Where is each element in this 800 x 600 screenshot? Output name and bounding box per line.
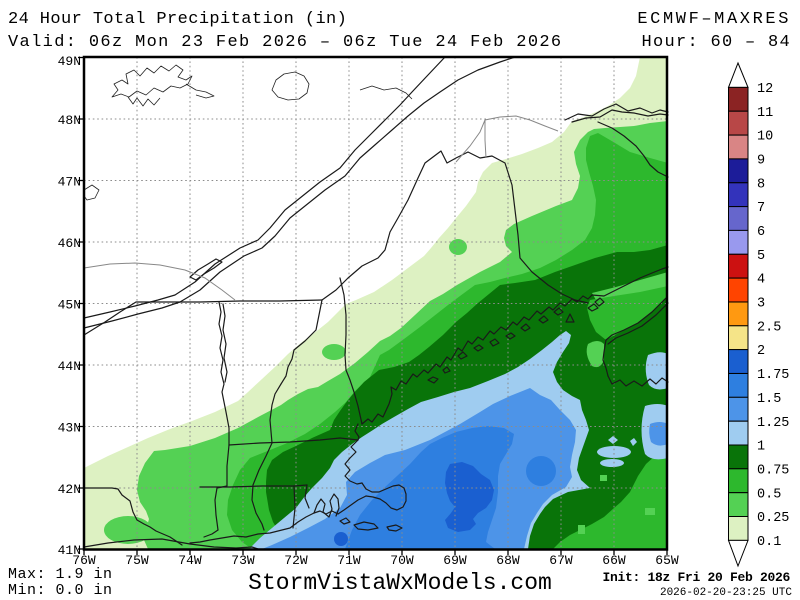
svg-text:12: 12 xyxy=(757,82,773,97)
svg-text:43N: 43N xyxy=(58,421,81,436)
svg-text:45N: 45N xyxy=(58,298,81,313)
svg-text:2.5: 2.5 xyxy=(757,320,781,335)
svg-text:7: 7 xyxy=(757,201,765,216)
svg-text:4: 4 xyxy=(757,273,765,288)
svg-text:41N: 41N xyxy=(58,543,81,558)
svg-text:24 Hour Total Precipitation (i: 24 Hour Total Precipitation (in) xyxy=(8,10,347,29)
svg-text:65W: 65W xyxy=(655,553,679,568)
svg-text:76W: 76W xyxy=(72,553,96,568)
svg-text:11: 11 xyxy=(757,106,773,121)
svg-text:8: 8 xyxy=(757,177,765,192)
svg-text:StormVistaWxModels.com: StormVistaWxModels.com xyxy=(248,570,552,596)
svg-text:46N: 46N xyxy=(58,236,81,251)
svg-text:47N: 47N xyxy=(58,175,81,190)
svg-text:68W: 68W xyxy=(496,553,520,568)
svg-text:73W: 73W xyxy=(231,553,255,568)
svg-text:2: 2 xyxy=(757,344,765,359)
svg-text:Valid: 06z Mon 23 Feb 2026 – 0: Valid: 06z Mon 23 Feb 2026 – 06z Tue 24 … xyxy=(8,33,562,52)
svg-text:75W: 75W xyxy=(125,553,149,568)
svg-text:66W: 66W xyxy=(602,553,626,568)
svg-text:44N: 44N xyxy=(58,359,81,374)
svg-text:0.5: 0.5 xyxy=(757,487,781,502)
svg-text:Max: 1.9 in: Max: 1.9 in xyxy=(8,566,113,583)
svg-text:72W: 72W xyxy=(284,553,308,568)
svg-text:74W: 74W xyxy=(178,553,202,568)
svg-text:67W: 67W xyxy=(549,553,573,568)
svg-text:0.75: 0.75 xyxy=(757,463,789,478)
svg-text:Init: 18z Fri 20 Feb 2026: Init: 18z Fri 20 Feb 2026 xyxy=(602,570,790,585)
svg-text:0.25: 0.25 xyxy=(757,511,789,526)
svg-text:42N: 42N xyxy=(58,482,81,497)
svg-text:1.75: 1.75 xyxy=(757,368,789,383)
svg-text:70W: 70W xyxy=(390,553,414,568)
svg-text:Hour: 60 – 84: Hour: 60 – 84 xyxy=(641,33,791,52)
svg-text:48N: 48N xyxy=(58,113,81,128)
svg-text:6: 6 xyxy=(757,225,765,240)
svg-text:1: 1 xyxy=(757,440,765,455)
svg-text:2026-02-20-23:25 UTC: 2026-02-20-23:25 UTC xyxy=(660,587,792,599)
svg-text:ECMWF–MAXRES: ECMWF–MAXRES xyxy=(637,10,791,29)
svg-text:10: 10 xyxy=(757,130,773,145)
svg-text:69W: 69W xyxy=(443,553,467,568)
svg-text:71W: 71W xyxy=(337,553,361,568)
svg-text:5: 5 xyxy=(757,249,765,264)
svg-text:3: 3 xyxy=(757,297,765,312)
svg-text:0.1: 0.1 xyxy=(757,535,781,550)
svg-text:1.25: 1.25 xyxy=(757,416,789,431)
svg-text:1.5: 1.5 xyxy=(757,392,781,407)
svg-text:49N: 49N xyxy=(58,54,81,69)
svg-text:Min: 0.0 in: Min: 0.0 in xyxy=(8,582,113,599)
svg-text:9: 9 xyxy=(757,154,765,169)
